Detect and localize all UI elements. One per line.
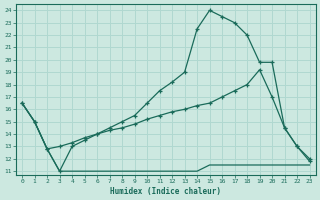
X-axis label: Humidex (Indice chaleur): Humidex (Indice chaleur) [110, 187, 221, 196]
